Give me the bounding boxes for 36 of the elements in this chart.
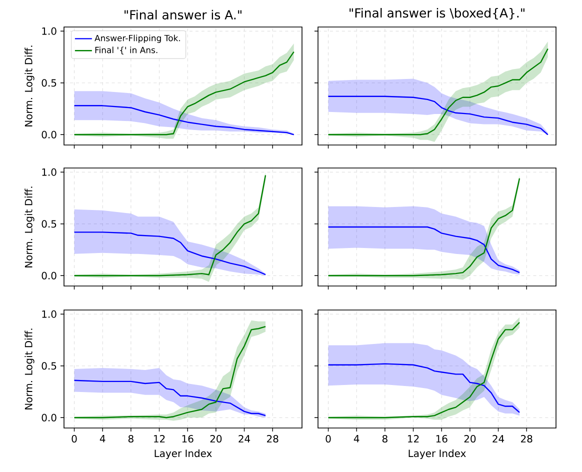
y-tick-label: 0.5 [42,220,56,228]
y-tick-label: 0.0 [42,130,56,138]
y-tick-label: 1.0 [42,310,56,318]
y-axis-title: Norm. Logit Diff. [24,46,34,126]
x-tick-label: 16 [182,435,194,443]
x-tick-label: 0 [326,435,331,443]
x-tick-label: 12 [154,435,165,442]
y-tick-label: 0.0 [42,414,56,422]
x-tick-label: 20 [464,435,476,443]
line-series [74,232,266,276]
x-tick-label: 16 [436,435,448,443]
y-axis-title: Norm. Logit Diff. [24,186,34,268]
line-series [74,380,266,416]
y-tick-label: 1.0 [42,168,56,176]
x-axis-title: Layer Index [408,449,466,460]
x-tick-label: 24 [238,435,250,442]
y-tick-label: 1.0 [42,27,56,35]
x-tick-label: 20 [210,435,222,443]
x-tick-label: 4 [100,435,106,442]
y-tick-label: 0.5 [42,362,56,370]
legend-label: Answer-Flipping Tok. [94,34,180,43]
x-tick-label: 24 [492,435,504,442]
x-tick-label: 28 [267,435,278,443]
x-tick-label: 8 [382,435,388,443]
x-axis-title: Layer Index [154,449,212,460]
x-tick-label: 28 [521,435,532,443]
y-axis-title: Norm. Logit Diff. [24,328,34,410]
y-tick-label: 0.0 [42,272,56,280]
x-tick-label: 0 [72,435,77,443]
x-tick-label: 12 [408,435,419,442]
chart-title: "Final answer is \boxed{A}." [350,8,524,20]
x-tick-label: 4 [354,435,360,442]
y-tick-label: 0.5 [42,79,56,87]
chart-title: "Final answer is A." [124,10,242,20]
x-tick-label: 8 [128,435,134,443]
legend-label: Final '{' in Ans. [95,46,158,54]
